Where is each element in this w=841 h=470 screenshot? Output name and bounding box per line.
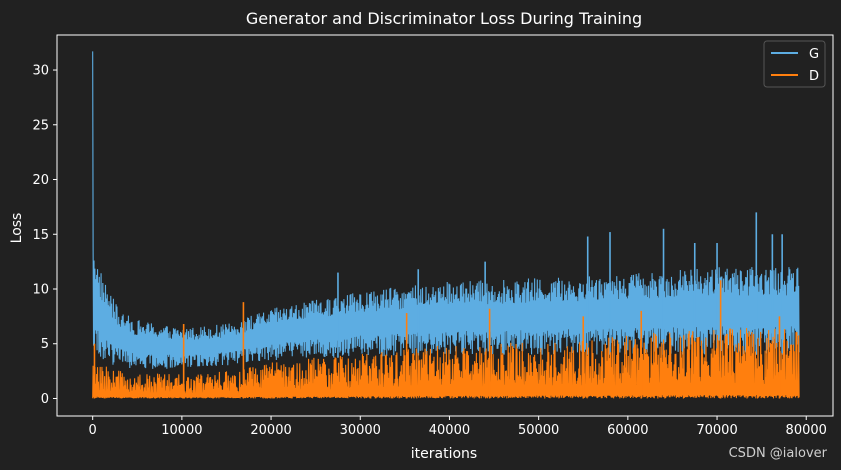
- y-tick: 25: [32, 118, 57, 133]
- y-tick: 20: [32, 173, 57, 188]
- series-G: [92, 51, 800, 369]
- chart-title: Generator and Discriminator Loss During …: [246, 9, 642, 28]
- svg-text:25: 25: [32, 118, 49, 133]
- legend-entry-G: G: [771, 47, 819, 62]
- svg-text:80000: 80000: [786, 423, 827, 438]
- svg-text:5: 5: [41, 337, 49, 352]
- svg-text:0: 0: [41, 392, 49, 407]
- x-tick: 60000: [607, 416, 649, 438]
- x-tick: 50000: [518, 416, 559, 438]
- svg-text:30: 30: [32, 64, 49, 79]
- x-axis-label: iterations: [411, 446, 477, 462]
- svg-text:10000: 10000: [161, 423, 202, 438]
- legend-label: G: [809, 47, 819, 62]
- svg-text:40000: 40000: [429, 423, 470, 438]
- svg-text:20: 20: [32, 173, 49, 188]
- y-tick: 0: [41, 392, 57, 407]
- svg-text:60000: 60000: [607, 423, 648, 438]
- plot-frame: [56, 34, 834, 417]
- series-line-D: [92, 327, 800, 399]
- y-tick: 30: [32, 64, 57, 79]
- series-layer: [92, 51, 800, 399]
- svg-text:15: 15: [32, 228, 49, 243]
- x-tick: 20000: [250, 416, 292, 438]
- svg-text:0: 0: [89, 423, 97, 438]
- y-tick: 15: [32, 228, 57, 243]
- series-D: [92, 280, 800, 399]
- watermark: CSDN @ialover: [728, 446, 827, 461]
- x-tick: 0: [89, 416, 97, 438]
- svg-text:70000: 70000: [696, 423, 737, 438]
- legend-label: D: [809, 69, 819, 84]
- svg-text:10: 10: [32, 283, 49, 298]
- y-tick: 10: [32, 283, 57, 298]
- x-tick: 10000: [161, 416, 203, 438]
- y-axis-label: Loss: [9, 213, 25, 244]
- x-tick: 80000: [786, 416, 827, 438]
- series-line-G: [92, 51, 800, 369]
- y-tick: 5: [41, 337, 57, 352]
- svg-text:20000: 20000: [250, 423, 291, 438]
- x-tick: 30000: [340, 416, 381, 438]
- svg-text:50000: 50000: [518, 423, 559, 438]
- x-axis-ticks: 0 10000 20000 30000 40000 50000 60000 70000 8000…: [89, 416, 827, 438]
- y-axis-ticks: 0 5 10 15 20 25 30: [32, 64, 57, 407]
- legend-entry-D: D: [771, 69, 819, 84]
- x-tick: 40000: [429, 416, 470, 438]
- svg-text:30000: 30000: [340, 423, 381, 438]
- legend: GD: [763, 40, 826, 88]
- x-tick: 70000: [696, 416, 738, 438]
